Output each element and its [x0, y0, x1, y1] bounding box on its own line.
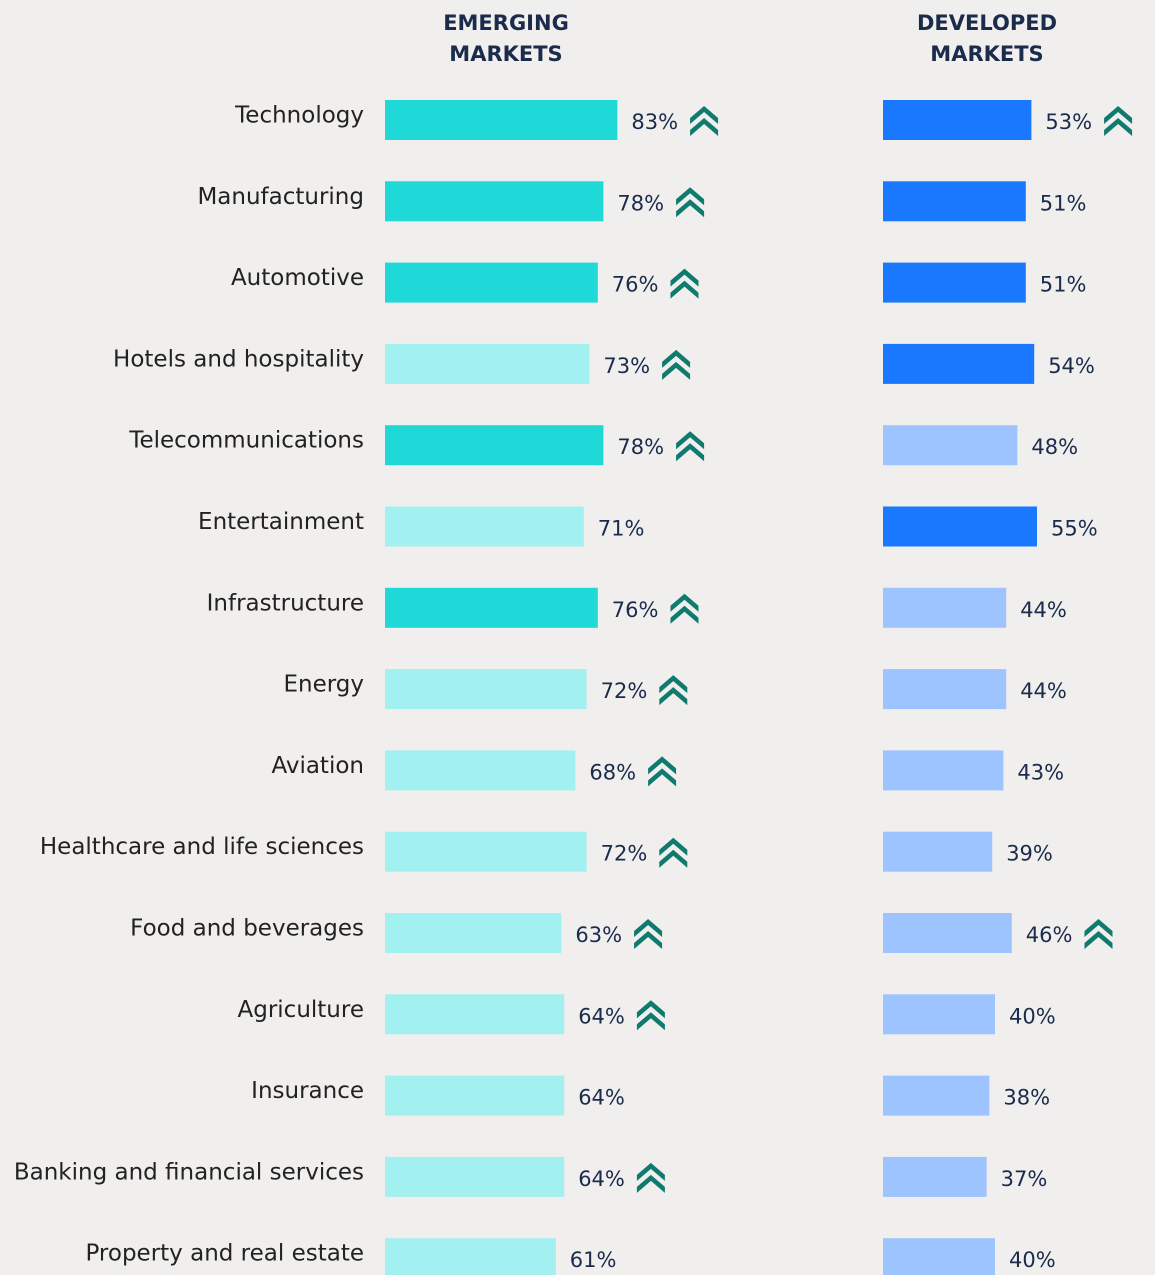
bar	[385, 831, 587, 872]
category-label: Technology	[234, 103, 364, 129]
value-label: 73%	[603, 354, 650, 378]
category-label: Banking and financial services	[14, 1159, 364, 1185]
bar	[385, 343, 590, 384]
value-label: 39%	[1006, 842, 1053, 866]
bar	[883, 669, 1007, 710]
category-label: Telecommunications	[128, 428, 364, 454]
bar	[385, 913, 562, 953]
panel-title: EMERGING MARKETS	[443, 11, 569, 66]
category-label: Property and real estate	[85, 1241, 364, 1267]
category-label: Entertainment	[198, 509, 364, 535]
value-label: 40%	[1009, 1004, 1056, 1028]
bar	[385, 750, 576, 791]
bar	[883, 587, 1007, 628]
bar	[385, 506, 584, 547]
value-label: 64%	[578, 1086, 625, 1110]
value-label: 46%	[1026, 923, 1073, 947]
bar	[385, 100, 618, 140]
category-label: Insurance	[251, 1078, 364, 1104]
value-label: 51%	[1040, 191, 1087, 215]
up-arrow	[636, 1162, 665, 1193]
bar	[385, 587, 598, 628]
value-label: 63%	[575, 923, 622, 947]
value-label: 72%	[601, 679, 648, 703]
value-label: 53%	[1045, 110, 1092, 134]
bar	[883, 506, 1037, 547]
category-label: Food and beverages	[130, 916, 364, 942]
up-arrow	[634, 919, 663, 949]
bar	[883, 1238, 995, 1275]
value-label: 44%	[1020, 679, 1067, 703]
value-label: 83%	[631, 110, 678, 134]
category-label: Healthcare and life sciences	[40, 834, 364, 860]
value-label: 76%	[612, 598, 659, 622]
value-label: 38%	[1003, 1086, 1050, 1110]
bar	[385, 181, 604, 222]
value-label: 44%	[1020, 598, 1067, 622]
value-label: 64%	[578, 1167, 625, 1191]
up-arrow	[670, 593, 699, 624]
bar	[883, 913, 1012, 953]
value-label: 48%	[1031, 435, 1078, 459]
value-label: 78%	[617, 435, 664, 459]
bar	[883, 100, 1032, 140]
value-label: 40%	[1009, 1248, 1056, 1272]
bar	[385, 425, 604, 466]
bar	[883, 831, 993, 872]
value-label: 71%	[598, 517, 645, 541]
bar	[883, 1075, 990, 1116]
value-label: 54%	[1048, 354, 1095, 378]
up-arrow	[690, 106, 719, 136]
bar	[385, 262, 598, 303]
category-label: Manufacturing	[197, 184, 364, 210]
value-label: 43%	[1017, 760, 1064, 784]
category-label: Infrastructure	[207, 590, 364, 616]
up-arrow	[1084, 919, 1113, 949]
panel-title: DEVELOPED MARKETS	[917, 11, 1057, 66]
category-label: Automotive	[231, 265, 364, 291]
bar	[385, 669, 587, 710]
up-arrow	[659, 837, 688, 868]
category-label: Hotels and hospitality	[113, 346, 364, 372]
category-label: Aviation	[271, 753, 364, 779]
category-label: Energy	[283, 672, 364, 698]
bar	[883, 343, 1035, 384]
value-label: 51%	[1040, 273, 1087, 297]
bar	[385, 1238, 556, 1275]
value-label: 78%	[617, 191, 664, 215]
category-label: Agriculture	[238, 997, 365, 1023]
bar	[883, 262, 1026, 303]
up-arrow	[670, 268, 699, 299]
value-label: 64%	[578, 1004, 625, 1028]
up-arrow	[1104, 106, 1133, 136]
value-label: 68%	[589, 760, 636, 784]
value-label: 61%	[570, 1248, 617, 1272]
value-label: 72%	[601, 842, 648, 866]
bar	[385, 994, 565, 1035]
bar	[883, 425, 1018, 466]
bar	[883, 1156, 987, 1197]
up-arrow	[676, 187, 705, 218]
bar	[385, 1156, 565, 1197]
bar	[883, 750, 1004, 791]
up-arrow	[676, 431, 705, 462]
bar	[883, 994, 995, 1035]
bar	[385, 1075, 565, 1116]
value-label: 37%	[1001, 1167, 1048, 1191]
up-arrow	[648, 756, 677, 787]
up-arrow	[636, 1000, 665, 1031]
bar	[883, 181, 1026, 222]
up-arrow	[662, 349, 691, 380]
up-arrow	[659, 675, 688, 706]
value-label: 76%	[612, 273, 659, 297]
value-label: 55%	[1051, 517, 1098, 541]
